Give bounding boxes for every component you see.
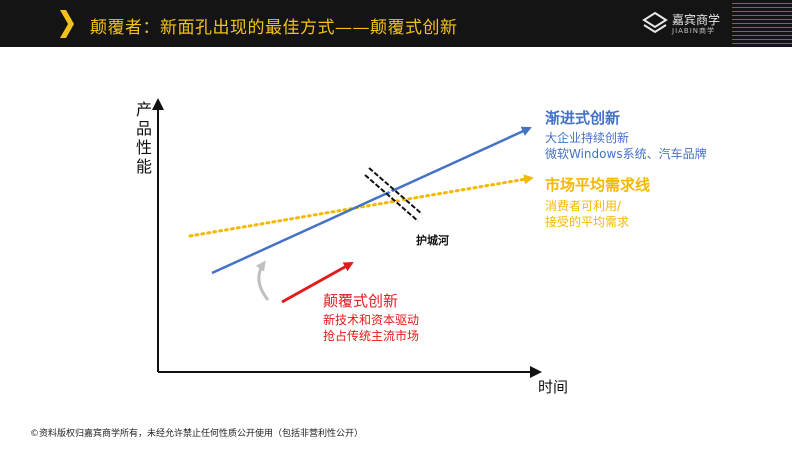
y-axis-char: 性	[135, 138, 152, 157]
incremental-innovation-line	[211, 126, 532, 275]
page-title: 颠覆者：新面孔出现的最佳方式——颠覆式创新	[90, 18, 458, 38]
moat-marker	[364, 167, 423, 222]
market-desc-2: 接受的平均需求	[545, 215, 630, 229]
market-title: 市场平均需求线	[545, 176, 651, 194]
brand-logo: 嘉宾商学 JIABIN商学	[642, 9, 722, 39]
header-bar: 颠覆者：新面孔出现的最佳方式——颠覆式创新 嘉宾商学 JIABIN商学	[0, 0, 792, 47]
market-desc-1: 消费者可利用/	[545, 199, 622, 213]
y-axis-char: 能	[135, 157, 152, 176]
curved-gray-arrow	[255, 260, 270, 301]
incremental-desc-1: 大企业持续创新	[545, 131, 630, 145]
disruptive-desc-2: 抢占传统主流市场	[323, 329, 420, 343]
header-decoration-stripes	[732, 0, 792, 47]
market-demand-line	[188, 174, 534, 238]
copyright-footer: ©资料版权归嘉宾商学所有，未经允许禁止任何性质公开使用（包括非营利性公开）	[30, 429, 364, 439]
logo-text-cn: 嘉宾商学	[672, 13, 721, 27]
disruptive-innovation-arrow	[281, 261, 354, 304]
y-axis-char: 产	[135, 100, 152, 119]
moat-label: 护城河	[416, 234, 449, 247]
chevron-right-icon	[60, 10, 74, 38]
logo-diamond-icon	[642, 11, 668, 34]
y-axis-char: 品	[135, 119, 152, 138]
incremental-desc-2: 微软Windows系统、汽车品牌	[545, 147, 707, 161]
disruptive-title: 颠覆式创新	[323, 292, 399, 310]
incremental-title: 渐进式创新	[545, 109, 621, 127]
disruptive-desc-1: 新技术和资本驱动	[323, 313, 420, 327]
logo-text-en: JIABIN商学	[672, 27, 716, 35]
y-axis-label: 产 品 性 能	[135, 100, 153, 176]
x-axis-label: 时间	[538, 378, 569, 396]
